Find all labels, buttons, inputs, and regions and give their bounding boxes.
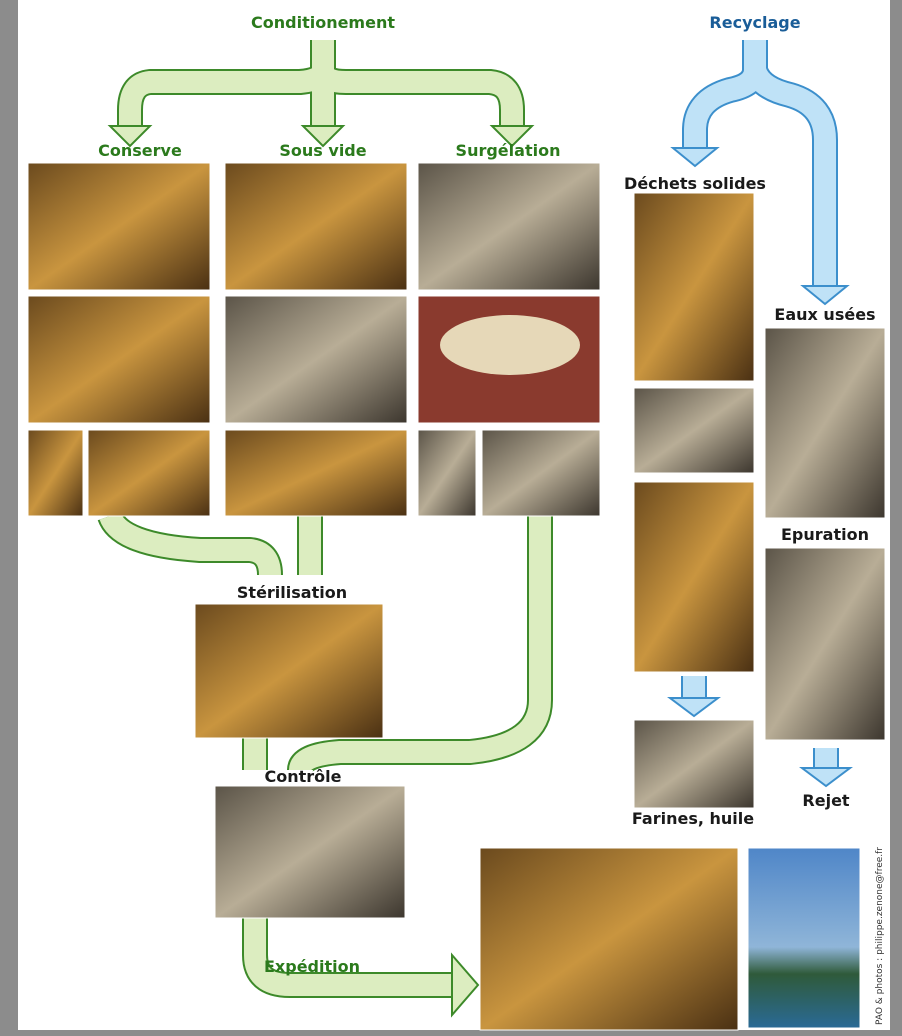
label: Eaux usées (774, 305, 875, 324)
label: Sous vide (279, 141, 366, 160)
label: Epuration (781, 525, 869, 544)
photo (27, 295, 211, 424)
photo (479, 847, 739, 1031)
label: Farines, huile (632, 809, 754, 828)
label: Surgélation (456, 141, 561, 160)
photo (764, 327, 886, 519)
label: Rejet (802, 791, 850, 810)
label: Stérilisation (237, 583, 347, 602)
photo (633, 481, 755, 673)
label: Contrôle (265, 767, 342, 786)
photo (633, 192, 755, 382)
photo (417, 162, 601, 291)
photo (481, 429, 601, 517)
photo (224, 162, 408, 291)
photo (27, 162, 211, 291)
label: Déchets solides (624, 174, 766, 193)
photo (747, 847, 861, 1029)
photo (214, 785, 406, 919)
green-arrows (97, 40, 553, 1018)
photo (764, 547, 886, 741)
photo (417, 429, 477, 517)
title: Recyclage (709, 13, 800, 32)
label: Expédition (264, 957, 360, 976)
photo (194, 603, 384, 739)
photo (224, 429, 408, 517)
photo-detail (440, 315, 580, 375)
photos (27, 162, 886, 1031)
label: Conserve (98, 141, 182, 160)
photo (87, 429, 211, 517)
photo (224, 295, 408, 424)
photo (633, 719, 755, 809)
photo (27, 429, 84, 517)
title: Conditionement (251, 13, 395, 32)
credit: PAO & photos : philippe.zenone@free.fr (875, 847, 885, 1025)
blue-arrows (667, 40, 853, 788)
photo (633, 387, 755, 474)
